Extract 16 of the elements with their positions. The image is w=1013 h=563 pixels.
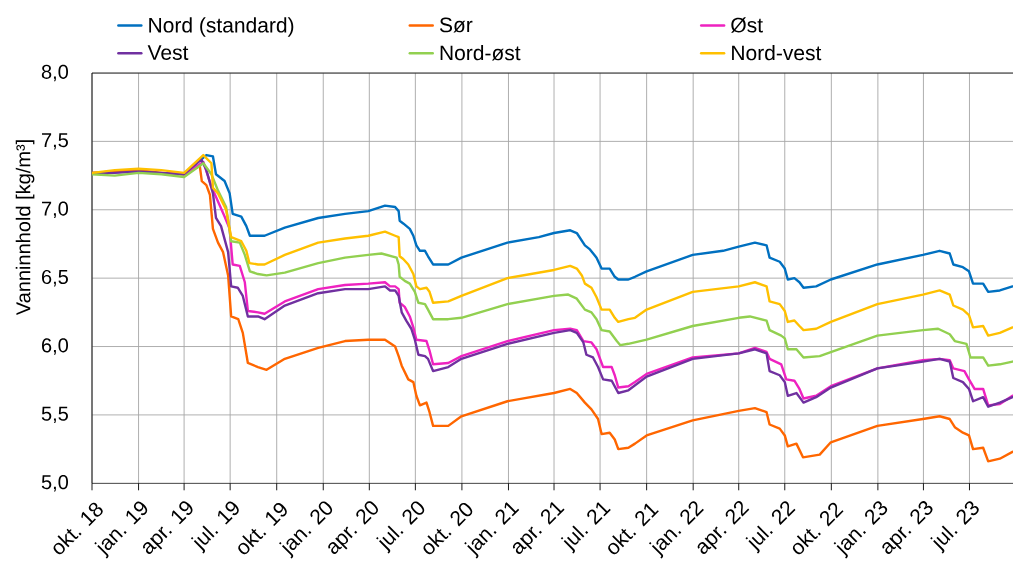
legend-label: Øst <box>731 17 763 33</box>
legend-label: Nord (standard) <box>149 17 294 37</box>
y-tick-label: 5,0 <box>41 475 69 492</box>
y-tick-label: 8,0 <box>41 64 69 82</box>
legend-label: Vest <box>147 45 189 60</box>
legend-label: Nord-øst <box>440 44 521 61</box>
line-series <box>92 153 1013 337</box>
y-axis-title: Vanninnhold [kg/m³] <box>15 140 35 316</box>
y-tick-label: 7,5 <box>42 133 68 150</box>
legend-label: Sør <box>439 17 473 33</box>
line-series <box>92 162 1013 367</box>
y-tick-label: 6,5 <box>42 269 68 287</box>
y-tick-label: 6,0 <box>42 338 69 355</box>
y-tick-label: 5,5 <box>41 406 68 424</box>
y-tick-label: 7,0 <box>42 201 69 219</box>
legend-label: Nord-vest <box>732 44 822 61</box>
